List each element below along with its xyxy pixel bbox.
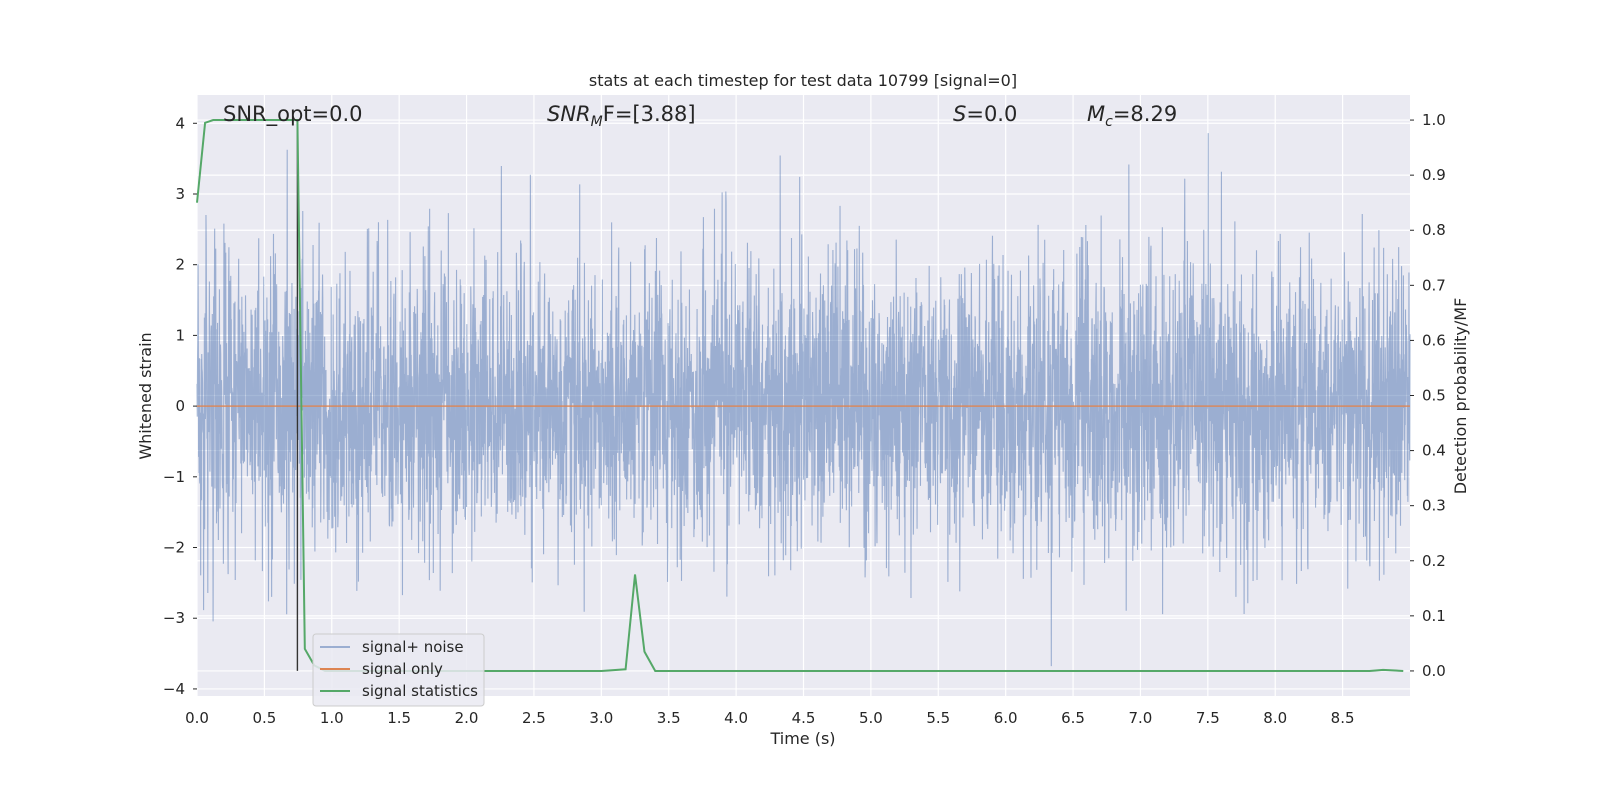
x-tick-label: 3.0: [589, 709, 613, 727]
y-left-tick-label: 4: [175, 114, 185, 132]
y-left-tick-label: 1: [175, 326, 185, 344]
annotation-s-symbol: S: [953, 102, 966, 126]
annotation-mc: Mc=8.29: [1087, 102, 1177, 130]
y-right-tick-label: 0.3: [1422, 497, 1446, 515]
legend: signal+ noise signal only signal statist…: [312, 633, 485, 707]
x-tick-label: 4.5: [792, 709, 816, 727]
annotation-mc-subscript: c: [1105, 114, 1113, 130]
x-tick-label: 5.5: [926, 709, 950, 727]
annotation-mc-value: =8.29: [1113, 102, 1177, 126]
legend-label-signal-statistics: signal statistics: [362, 682, 478, 700]
y-axis-right-label: Detection probability/MF: [1451, 298, 1470, 495]
y-left-tick-label: 2: [175, 256, 185, 274]
y-right-tick-label: 0.4: [1422, 442, 1446, 460]
annotation-s-value: =0.0: [966, 102, 1017, 126]
y-right-tick-label: 0.6: [1422, 331, 1446, 349]
y-left-tick-label: −3: [163, 609, 185, 627]
x-tick-label: 3.5: [657, 709, 681, 727]
y-axis-right-ticks: 0.0 0.1 0.2 0.3 0.4 0.5 0.6 0.7 0.8 0.9 1.0: [1410, 111, 1446, 680]
y-left-tick-label: 3: [175, 185, 185, 203]
x-tick-label: 5.0: [859, 709, 883, 727]
x-axis-label: Time (s): [769, 729, 835, 748]
chart-title: stats at each timestep for test data 107…: [589, 71, 1017, 90]
legend-label-signal-noise: signal+ noise: [362, 638, 464, 656]
x-tick-label: 8.0: [1263, 709, 1287, 727]
x-tick-label: 2.0: [455, 709, 479, 727]
y-right-tick-label: 0.7: [1422, 276, 1446, 294]
x-tick-label: 1.0: [320, 709, 344, 727]
y-right-tick-label: 0.0: [1422, 662, 1446, 680]
annotation-snr-opt: SNR_opt=0.0: [223, 102, 363, 127]
y-axis-left-ticks: −4 −3 −2 −1 0 1 2 3 4: [163, 114, 197, 698]
x-tick-label: 6.5: [1061, 709, 1085, 727]
x-tick-label: 4.0: [724, 709, 748, 727]
y-right-tick-label: 0.5: [1422, 387, 1446, 405]
x-tick-label: 7.0: [1129, 709, 1153, 727]
x-tick-label: 0.5: [252, 709, 276, 727]
annotation-mc-symbol: M: [1087, 102, 1105, 126]
y-left-tick-label: −1: [163, 468, 185, 486]
y-right-tick-label: 0.8: [1422, 221, 1446, 239]
y-right-tick-label: 0.2: [1422, 552, 1446, 570]
legend-box: [312, 633, 485, 707]
x-tick-label: 7.5: [1196, 709, 1220, 727]
y-left-tick-label: −2: [163, 539, 185, 557]
x-tick-label: 2.5: [522, 709, 546, 727]
x-tick-label: 6.0: [994, 709, 1018, 727]
y-right-tick-label: 1.0: [1422, 111, 1446, 129]
y-right-tick-label: 0.9: [1422, 166, 1446, 184]
series-signal-statistics: [196, 119, 1404, 672]
x-tick-label: 1.5: [387, 709, 411, 727]
y-axis-left-label: Whitened strain: [136, 332, 155, 459]
annotation-snr-mf-subscript: M: [591, 114, 603, 130]
annotation-snr-mf: SNRMF=[3.88]: [547, 102, 696, 130]
y-left-tick-label: −4: [163, 680, 185, 698]
x-tick-label: 8.5: [1331, 709, 1355, 727]
y-left-tick-label: 0: [175, 397, 185, 415]
x-tick-label: 0.0: [185, 709, 209, 727]
x-axis-ticks: 0.0 0.5 1.0 1.5 2.0 2.5 3.0 3.5 4.0 4.5 5.0 5.5 6.0 6…: [185, 709, 1354, 727]
y-right-tick-label: 0.1: [1422, 607, 1446, 625]
annotation-s: S=0.0: [953, 102, 1017, 126]
annotation-snr-mf-value: F=[3.88]: [603, 102, 696, 126]
annotation-snr-mf-symbol: SNR: [547, 102, 591, 126]
signal-statistics-line: [196, 119, 1404, 672]
legend-label-signal-only: signal only: [362, 660, 443, 678]
